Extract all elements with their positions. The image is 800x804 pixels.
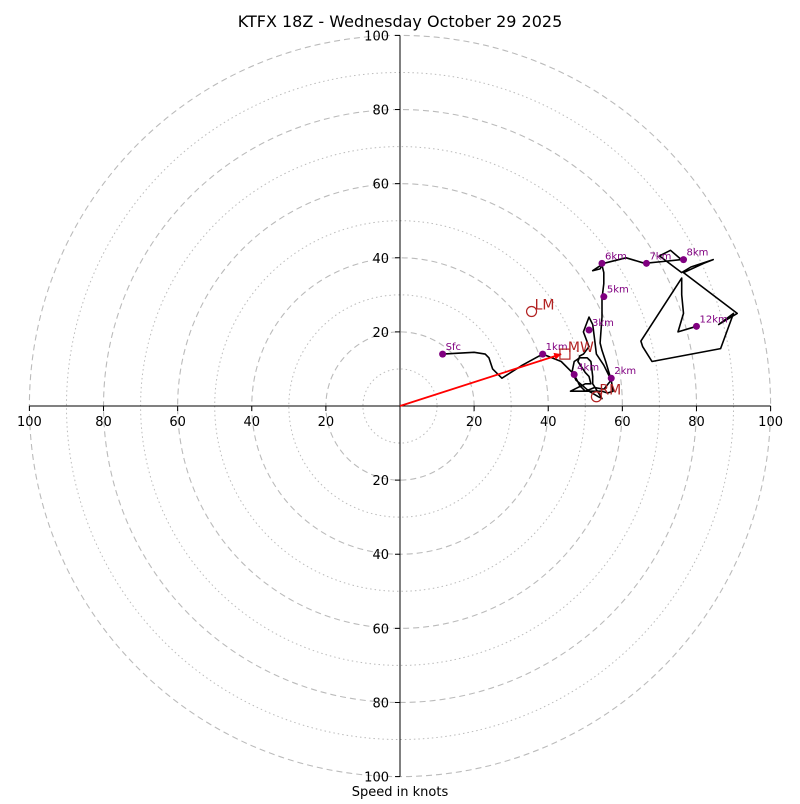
tick-labels: 100 100 80 80 60 60 40 40 20 20 20 20 40 40 60 60 80 80 10… — [17, 29, 783, 785]
storm-label-RM: RM — [599, 383, 621, 399]
x-tick-label: 60 — [169, 415, 186, 430]
storm-motion-markers: LM MW RM — [525, 297, 621, 403]
y-tick-label: 60 — [372, 622, 389, 637]
storm-marker-RM — [590, 391, 603, 403]
y-tick-label: 20 — [372, 326, 389, 341]
storm-marker-LM — [525, 305, 538, 318]
x-tick-label: 80 — [688, 415, 705, 430]
height-marker-6km — [598, 259, 606, 267]
y-tick-label: 20 — [372, 474, 389, 489]
storm-label-MW: MW — [568, 340, 594, 356]
height-marker-5km — [600, 293, 608, 301]
shear-vector-arrowhead — [553, 352, 562, 360]
y-tick-label: 100 — [364, 29, 389, 44]
x-tick-label: 20 — [466, 415, 483, 430]
height-marker-3km — [585, 326, 593, 334]
storm-marker-MW — [559, 348, 571, 360]
shear-vector — [399, 352, 562, 407]
x-tick-label: 20 — [318, 415, 335, 430]
height-marker-8km — [680, 256, 688, 264]
storm-label-LM: LM — [535, 297, 555, 313]
height-label-3km: 3km — [592, 318, 614, 329]
height-label-8km: 8km — [687, 248, 709, 259]
height-label-Sfc: Sfc — [446, 342, 461, 353]
hodograph-trace — [442, 249, 739, 400]
height-markers: Sfc 1km 2km 3km 4km 5km 6km 7km 8km 12km — [439, 248, 728, 382]
y-tick-label: 80 — [372, 104, 389, 119]
height-marker-7km — [642, 259, 650, 267]
chart-title: KTFX 18Z - Wednesday October 29 2025 — [238, 12, 563, 31]
height-marker-2km — [607, 374, 615, 382]
x-tick-label: 80 — [95, 415, 112, 430]
x-tick-label: 60 — [614, 415, 631, 430]
height-marker-1km — [539, 350, 547, 358]
height-label-1km: 1km — [546, 342, 568, 353]
y-tick-label: 40 — [372, 252, 389, 267]
height-label-6km: 6km — [605, 251, 627, 262]
height-marker-Sfc — [439, 350, 447, 358]
y-tick-label: 40 — [372, 548, 389, 563]
y-tick-label: 100 — [364, 771, 389, 786]
height-label-4km: 4km — [577, 362, 599, 373]
axes — [29, 35, 771, 777]
height-marker-12km — [692, 322, 700, 330]
height-label-5km: 5km — [607, 285, 629, 296]
height-label-12km: 12km — [699, 314, 727, 325]
x-tick-label: 40 — [540, 415, 557, 430]
height-label-7km: 7km — [649, 251, 671, 262]
height-marker-4km — [570, 370, 578, 378]
x-tick-label: 40 — [243, 415, 260, 430]
y-tick-label: 60 — [372, 178, 389, 193]
y-tick-label: 80 — [372, 696, 389, 711]
x-axis-label: Speed in knots — [352, 785, 449, 800]
shear-vector-line — [399, 353, 562, 407]
height-label-2km: 2km — [614, 366, 636, 377]
x-tick-label: 100 — [758, 415, 783, 430]
x-tick-label: 100 — [17, 415, 42, 430]
